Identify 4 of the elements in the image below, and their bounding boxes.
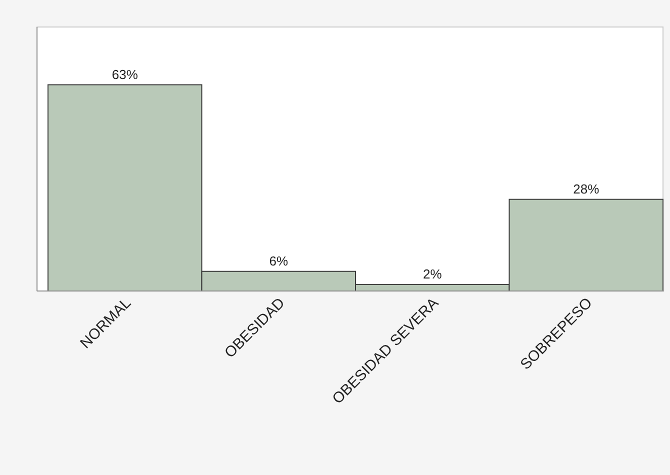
data-label: 2% (422, 266, 442, 282)
data-label: 28% (573, 181, 600, 196)
data-label: 6% (269, 253, 288, 268)
data-label: 63% (112, 66, 138, 82)
